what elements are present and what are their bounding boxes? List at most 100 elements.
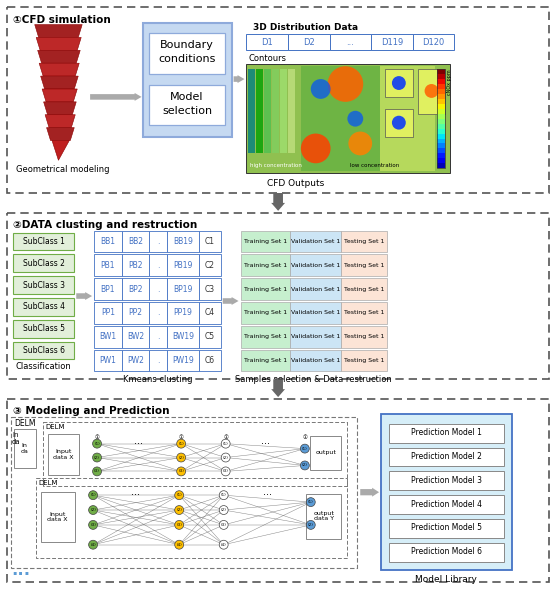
- Text: Geometrical modeling: Geometrical modeling: [16, 165, 109, 174]
- FancyBboxPatch shape: [290, 326, 341, 347]
- Text: PP1: PP1: [101, 308, 115, 317]
- Circle shape: [392, 116, 406, 130]
- Polygon shape: [47, 128, 75, 140]
- Text: Model Library: Model Library: [415, 575, 477, 584]
- Circle shape: [306, 520, 315, 529]
- FancyBboxPatch shape: [389, 424, 504, 443]
- Circle shape: [392, 76, 406, 90]
- FancyBboxPatch shape: [241, 302, 290, 324]
- Text: Input
data X: Input data X: [47, 512, 68, 523]
- Text: Training Set 1: Training Set 1: [244, 287, 287, 292]
- Circle shape: [300, 461, 309, 470]
- Polygon shape: [42, 89, 77, 102]
- FancyBboxPatch shape: [94, 350, 122, 371]
- Circle shape: [300, 444, 309, 453]
- Text: (1): (1): [90, 493, 96, 497]
- Text: .: .: [157, 237, 160, 246]
- Bar: [438, 109, 445, 114]
- Text: BB2: BB2: [128, 237, 143, 246]
- FancyBboxPatch shape: [199, 230, 221, 253]
- Bar: [36, 478, 347, 557]
- Polygon shape: [38, 50, 80, 63]
- Polygon shape: [39, 63, 79, 76]
- Text: Kmeans clusting: Kmeans clusting: [123, 375, 192, 384]
- Text: ...: ...: [263, 487, 272, 497]
- Text: D2: D2: [303, 38, 315, 47]
- Text: ...: ...: [131, 487, 140, 497]
- Text: D1: D1: [261, 38, 273, 47]
- Text: Testing Set 1: Testing Set 1: [344, 358, 384, 363]
- Text: BP2: BP2: [128, 284, 143, 293]
- FancyBboxPatch shape: [389, 543, 504, 562]
- FancyBboxPatch shape: [150, 350, 167, 371]
- FancyBboxPatch shape: [288, 34, 330, 50]
- Text: ②DATA clusting and restruction: ②DATA clusting and restruction: [13, 220, 197, 230]
- Text: output: output: [315, 450, 336, 455]
- Text: PB19: PB19: [173, 261, 193, 270]
- Bar: [7, 213, 549, 379]
- FancyBboxPatch shape: [413, 34, 454, 50]
- FancyBboxPatch shape: [167, 302, 199, 324]
- Text: BP1: BP1: [101, 284, 115, 293]
- Text: DELM: DELM: [14, 419, 36, 428]
- Text: ...: ...: [346, 38, 354, 47]
- FancyBboxPatch shape: [150, 302, 167, 324]
- FancyBboxPatch shape: [122, 254, 150, 276]
- Bar: [438, 128, 445, 134]
- FancyBboxPatch shape: [13, 276, 75, 294]
- FancyBboxPatch shape: [310, 436, 341, 470]
- FancyBboxPatch shape: [341, 254, 387, 276]
- FancyBboxPatch shape: [306, 494, 341, 539]
- Text: selection: selection: [162, 106, 212, 116]
- Bar: [438, 148, 445, 154]
- Text: ...: ...: [261, 436, 270, 446]
- FancyBboxPatch shape: [389, 472, 504, 490]
- FancyBboxPatch shape: [122, 350, 150, 371]
- Bar: [438, 163, 445, 168]
- FancyBboxPatch shape: [13, 233, 75, 250]
- Text: C3: C3: [205, 284, 215, 293]
- Text: SubClass 2: SubClass 2: [23, 259, 64, 268]
- Text: .: .: [157, 332, 160, 341]
- Text: SubClass 4: SubClass 4: [23, 302, 64, 311]
- Text: 3D Distribution Data: 3D Distribution Data: [254, 23, 359, 32]
- Text: Prediction Model 5: Prediction Model 5: [411, 523, 482, 532]
- Text: .: .: [157, 308, 160, 317]
- Text: Prediction Model 2: Prediction Model 2: [411, 452, 482, 461]
- Circle shape: [88, 520, 97, 529]
- FancyBboxPatch shape: [167, 326, 199, 347]
- Text: PP19: PP19: [173, 308, 192, 317]
- FancyBboxPatch shape: [48, 434, 79, 475]
- FancyBboxPatch shape: [341, 230, 387, 253]
- Circle shape: [306, 497, 315, 506]
- Circle shape: [425, 84, 439, 98]
- Text: (3): (3): [223, 469, 229, 473]
- Text: (2): (2): [302, 463, 308, 467]
- Text: Validation Set 1: Validation Set 1: [291, 239, 340, 244]
- Text: ①: ①: [95, 435, 100, 440]
- Text: C5: C5: [205, 332, 215, 341]
- Text: ①CFD simulation: ①CFD simulation: [13, 14, 111, 25]
- FancyBboxPatch shape: [241, 254, 290, 276]
- Polygon shape: [76, 292, 92, 300]
- Text: BP19: BP19: [173, 284, 193, 293]
- Text: Training Set 1: Training Set 1: [244, 334, 287, 339]
- Circle shape: [177, 467, 186, 476]
- Polygon shape: [90, 93, 142, 101]
- Text: ...: ...: [134, 436, 143, 446]
- Bar: [438, 134, 445, 139]
- Polygon shape: [36, 37, 81, 50]
- Text: (1): (1): [302, 446, 307, 451]
- FancyBboxPatch shape: [290, 278, 341, 300]
- FancyBboxPatch shape: [199, 278, 221, 300]
- FancyBboxPatch shape: [241, 350, 290, 371]
- FancyBboxPatch shape: [150, 230, 167, 253]
- Text: (4): (4): [176, 543, 182, 547]
- Text: BB19: BB19: [173, 237, 193, 246]
- Bar: [438, 104, 445, 109]
- Circle shape: [221, 439, 230, 448]
- Text: conditions: conditions: [158, 54, 216, 64]
- Circle shape: [93, 453, 102, 462]
- Bar: [438, 79, 445, 84]
- Bar: [438, 69, 445, 74]
